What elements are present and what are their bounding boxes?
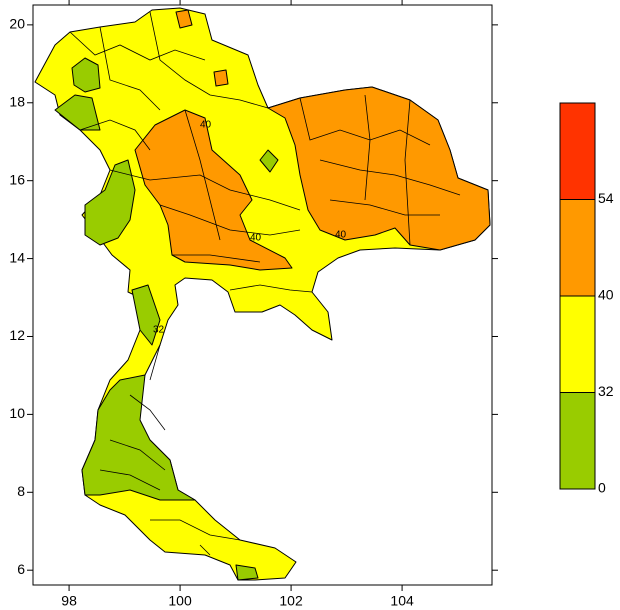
colorbar-segment (559, 199, 596, 297)
x-tick-label: 98 (61, 593, 77, 609)
x-tick-label: 104 (390, 593, 414, 609)
colorbar-label: 0 (598, 480, 606, 496)
area-orange-east (267, 86, 491, 251)
colorbar-label: 40 (598, 287, 614, 303)
contour-label: 40 (200, 120, 212, 131)
y-tick-label: 6 (17, 561, 25, 577)
land (34, 7, 491, 581)
colorbar-segment (559, 102, 596, 200)
area-green-south (81, 284, 259, 581)
colorbar-segment (559, 295, 596, 393)
map-frame (32, 4, 493, 586)
y-tick-label: 14 (9, 249, 25, 265)
area-green-west (84, 149, 279, 246)
colorbar-segment (559, 392, 596, 490)
province-borders (69, 11, 461, 556)
x-tick-label: 102 (279, 593, 303, 609)
area-orange-central (134, 109, 293, 271)
y-tick-label: 16 (9, 171, 25, 187)
y-tick-label: 10 (9, 405, 25, 421)
contour-label: 40 (250, 233, 262, 244)
y-tick-label: 20 (9, 16, 25, 32)
contour-label: 32 (153, 325, 165, 336)
y-tick-label: 12 (9, 327, 25, 343)
area-green-nw (54, 57, 101, 131)
x-tick-label: 100 (168, 593, 192, 609)
area-orange-north (175, 9, 229, 87)
y-tick-label: 18 (9, 93, 25, 109)
colorbar-label: 54 (598, 190, 614, 206)
contour-label: 40 (335, 230, 347, 241)
y-tick-label: 8 (17, 483, 25, 499)
colorbar-label: 32 (598, 383, 614, 399)
